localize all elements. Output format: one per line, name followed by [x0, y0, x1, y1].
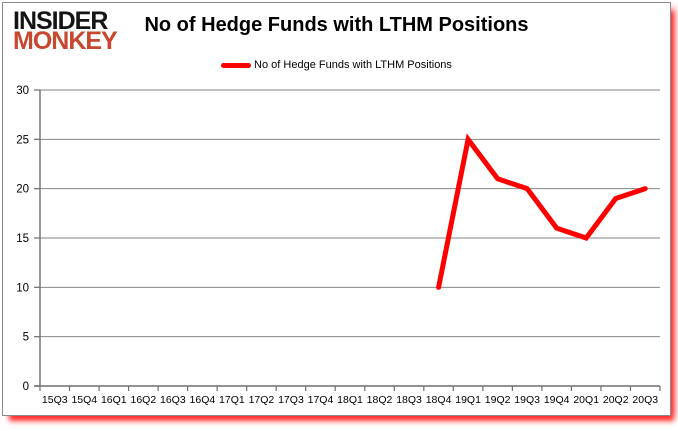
- x-tick-label: 20Q3: [632, 394, 658, 406]
- logo-monkey-text: MONKEY: [13, 27, 118, 55]
- x-tick-label: 16Q2: [130, 394, 156, 406]
- x-tick-label: 19Q4: [544, 394, 570, 406]
- x-tick-label: 16Q3: [160, 394, 186, 406]
- x-tick-label: 20Q2: [603, 394, 629, 406]
- x-tick-label: 15Q4: [71, 394, 97, 406]
- x-tick-label: 16Q4: [190, 394, 216, 406]
- y-tick-label: 30: [16, 85, 29, 97]
- y-tick-label: 25: [16, 134, 29, 146]
- x-tick-label: 18Q1: [337, 394, 363, 406]
- chart-frame: 0 5 10 15 20 25 30 15Q3 15Q4 16Q1 16Q2 16Q3 16Q4 17Q1…: [2, 2, 671, 416]
- legend-label: No of Hedge Funds with LTHM Positions: [254, 59, 452, 71]
- x-tick-label: 18Q4: [426, 394, 452, 406]
- x-tick-label: 17Q2: [249, 394, 275, 406]
- logo-insider-text: INSIDER: [13, 7, 108, 35]
- data-line: [436, 133, 648, 290]
- y-tick-label: 0: [23, 381, 29, 393]
- legend: No of Hedge Funds with LTHM Positions: [3, 59, 670, 71]
- y-tick-label: 5: [23, 332, 29, 344]
- legend-line-icon: [221, 62, 252, 68]
- insider-monkey-logo: INSIDER MONKEY: [13, 7, 118, 55]
- x-tick-label: 19Q3: [514, 394, 540, 406]
- x-tick-label: 17Q3: [278, 394, 304, 406]
- chart-title: No of Hedge Funds with LTHM Positions: [144, 14, 529, 36]
- x-tick-label: 16Q1: [101, 394, 127, 406]
- x-tick-label: 17Q4: [308, 394, 334, 406]
- x-tick-label: 15Q3: [42, 394, 68, 406]
- x-tick-label: 18Q2: [367, 394, 393, 406]
- y-tick-label: 20: [16, 184, 29, 196]
- y-tick-label: 15: [16, 233, 29, 245]
- x-tick-label: 20Q1: [573, 394, 599, 406]
- x-tick-label: 19Q1: [455, 394, 481, 406]
- chart-canvas: 0 5 10 15 20 25 30 15Q3 15Q4 16Q1 16Q2 16Q3 16Q4 17Q1…: [16, 85, 661, 406]
- x-tick-label: 17Q1: [219, 394, 245, 406]
- y-tick-label: 10: [16, 282, 29, 294]
- x-tick-label: 18Q3: [396, 394, 422, 406]
- x-tick-label: 19Q2: [485, 394, 511, 406]
